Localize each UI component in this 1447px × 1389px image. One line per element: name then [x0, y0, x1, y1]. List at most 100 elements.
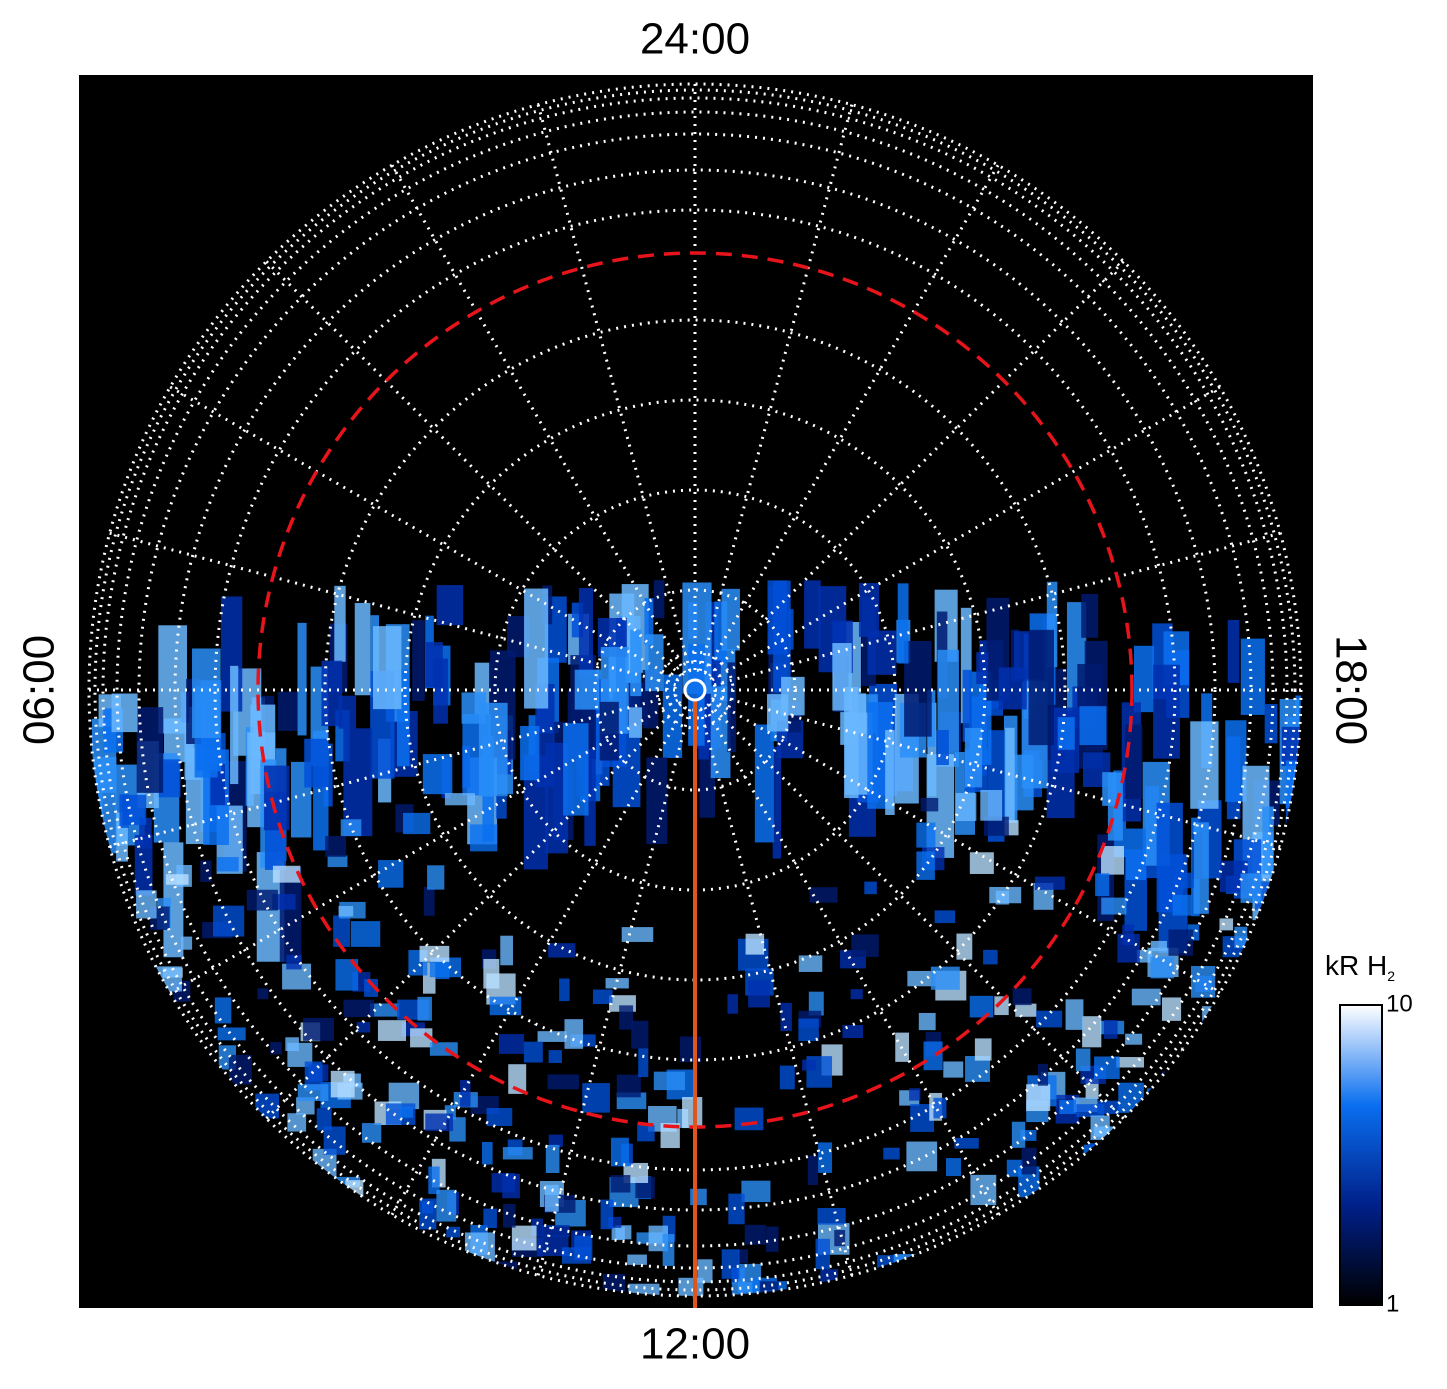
- meridian: [698, 708, 854, 1276]
- emission-patch: [638, 1048, 649, 1078]
- emission-patch: [754, 724, 774, 843]
- emission-patch: [502, 1147, 533, 1160]
- emission-patch: [599, 701, 619, 761]
- emission-patch: [165, 874, 189, 885]
- emission-patch: [728, 1193, 745, 1225]
- emission-patch: [662, 674, 683, 758]
- emission-patch: [998, 667, 1027, 710]
- emission-patch: [498, 1034, 525, 1054]
- emission-patch: [721, 588, 740, 651]
- emission-patch: [653, 1071, 686, 1091]
- meridian: [536, 708, 692, 1276]
- emission-patch: [989, 886, 1022, 904]
- emission-patch: [1065, 999, 1084, 1030]
- emission-patch: [850, 989, 863, 1000]
- emission-patch: [350, 921, 381, 947]
- emission-patch: [653, 580, 665, 619]
- emission-patch: [449, 1117, 466, 1142]
- emission-patch: [491, 1173, 515, 1193]
- emission-patch: [727, 662, 737, 753]
- emission-patch: [136, 707, 164, 793]
- emission-patch: [798, 955, 823, 972]
- emission-patch: [548, 943, 576, 958]
- emission-patch: [304, 1061, 323, 1091]
- emission-patch: [1028, 629, 1055, 746]
- emission-patch: [1034, 876, 1065, 890]
- emission-patch: [277, 691, 298, 731]
- emission-patch: [378, 860, 404, 888]
- emission-patch: [969, 852, 994, 874]
- emission-patch: [864, 881, 877, 895]
- emission-patch: [364, 978, 379, 997]
- emission-patch: [212, 905, 245, 937]
- emission-patch: [327, 855, 348, 868]
- emission-patch: [962, 669, 972, 742]
- emission-patch: [909, 1088, 921, 1101]
- emission-patch: [744, 1224, 766, 1245]
- emission-patch: [279, 867, 302, 963]
- emission-patch: [537, 1031, 567, 1042]
- emission-patch: [970, 1174, 997, 1206]
- latitude-circle: [115, 110, 1275, 1270]
- emission-patch: [867, 630, 897, 675]
- colorbar-tick-label: 10: [1386, 990, 1413, 1017]
- emission-patch: [916, 851, 935, 880]
- emission-patch: [727, 994, 739, 1014]
- emission-patch: [1079, 706, 1107, 746]
- emission-patch: [427, 865, 445, 890]
- emission-patch: [338, 905, 354, 917]
- emission-patch: [316, 1108, 332, 1131]
- pole-marker: [683, 678, 707, 702]
- colorbar: [1339, 1004, 1383, 1306]
- emission-patch: [808, 991, 824, 1016]
- emission-patch: [217, 1027, 246, 1041]
- emission-patch: [820, 1269, 839, 1282]
- meridian: [703, 706, 1000, 1216]
- emission-patch: [330, 1070, 355, 1098]
- emission-patch: [1015, 1003, 1037, 1017]
- label-top: 24:00: [640, 15, 750, 64]
- emission-patch: [645, 634, 664, 692]
- emission-patch: [631, 1020, 649, 1049]
- meridian: [265, 260, 682, 677]
- emission-patch: [1094, 1056, 1120, 1080]
- emission-patch: [1117, 933, 1140, 963]
- emission-patch: [994, 996, 1009, 1016]
- emission-patch: [425, 642, 443, 688]
- emission-patch: [548, 1050, 562, 1064]
- meridian: [390, 706, 687, 1216]
- emission-patch: [520, 725, 540, 781]
- emission-patch: [417, 996, 432, 1021]
- emission-patch: [1082, 1016, 1102, 1048]
- emission-patch: [507, 616, 530, 658]
- emission-patch: [1161, 997, 1182, 1021]
- emission-patch: [918, 1012, 936, 1031]
- emission-patch: [403, 812, 431, 835]
- emission-patch: [495, 795, 507, 819]
- emission-patch: [974, 1038, 992, 1061]
- meridian: [708, 260, 1125, 677]
- emission-patch: [610, 1175, 631, 1193]
- emission-patch: [486, 1108, 513, 1126]
- emission-patch: [1133, 645, 1155, 713]
- emission-patch: [946, 1158, 961, 1177]
- emission-patch: [809, 887, 838, 903]
- emission-patch: [818, 1142, 833, 1173]
- emission-patch: [1187, 924, 1200, 941]
- emission-patch: [1081, 593, 1099, 638]
- emission-patch: [399, 1106, 414, 1118]
- emission-patch: [916, 822, 936, 848]
- emission-patch: [1225, 720, 1247, 802]
- emission-patch: [1153, 664, 1180, 759]
- emission-patch: [287, 1113, 307, 1132]
- emission-patch: [616, 1074, 641, 1098]
- emission-patch: [446, 1226, 461, 1238]
- emission-patch: [745, 933, 765, 955]
- emission-patch: [1190, 721, 1219, 809]
- emission-patch: [858, 582, 880, 637]
- emission-patch: [500, 935, 513, 966]
- emission-patch: [444, 793, 476, 806]
- emission-patch: [721, 1249, 740, 1279]
- latitude-circle: [403, 398, 987, 982]
